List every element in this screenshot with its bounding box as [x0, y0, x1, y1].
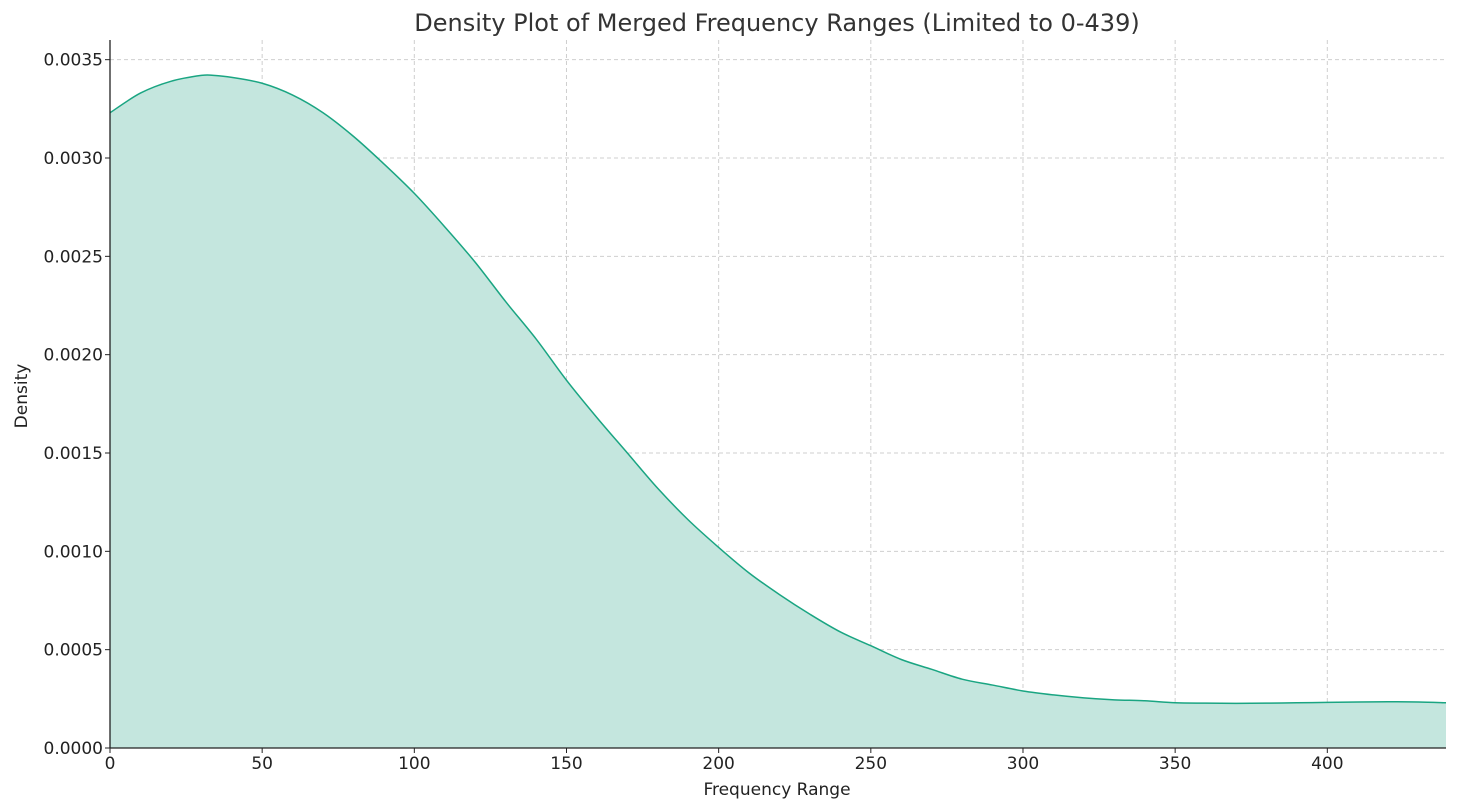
y-tick-label: 0.0030 — [44, 149, 103, 169]
x-tick-label: 50 — [251, 754, 273, 774]
y-axis-ticks: 0.0000 0.0005 0.0010 0.0015 0.0020 0.0025 0.00… — [44, 51, 110, 759]
x-axis-ticks: 0 50 100 150 200 250 300 350 400 — [105, 748, 1344, 774]
chart-title: Density Plot of Merged Frequency Ranges … — [414, 9, 1139, 37]
x-tick-label: 0 — [105, 754, 116, 774]
y-axis-label: Density — [12, 364, 32, 429]
y-tick-label: 0.0020 — [44, 346, 103, 366]
x-tick-label: 200 — [702, 754, 734, 774]
y-tick-label: 0.0025 — [44, 247, 103, 267]
y-tick-label: 0.0005 — [44, 641, 103, 661]
y-tick-label: 0.0035 — [44, 51, 103, 71]
x-axis-label: Frequency Range — [703, 780, 850, 800]
y-tick-label: 0.0015 — [44, 444, 103, 464]
density-curve — [109, 74, 1447, 705]
y-tick-label: 0.0000 — [44, 739, 103, 759]
x-tick-label: 250 — [855, 754, 887, 774]
x-tick-label: 350 — [1159, 754, 1191, 774]
density-area-fill — [110, 74, 1446, 748]
y-tick-label: 0.0010 — [44, 542, 103, 562]
x-tick-label: 400 — [1311, 754, 1343, 774]
x-tick-label: 300 — [1007, 754, 1039, 774]
x-tick-label: 100 — [398, 754, 430, 774]
x-tick-label: 150 — [550, 754, 582, 774]
